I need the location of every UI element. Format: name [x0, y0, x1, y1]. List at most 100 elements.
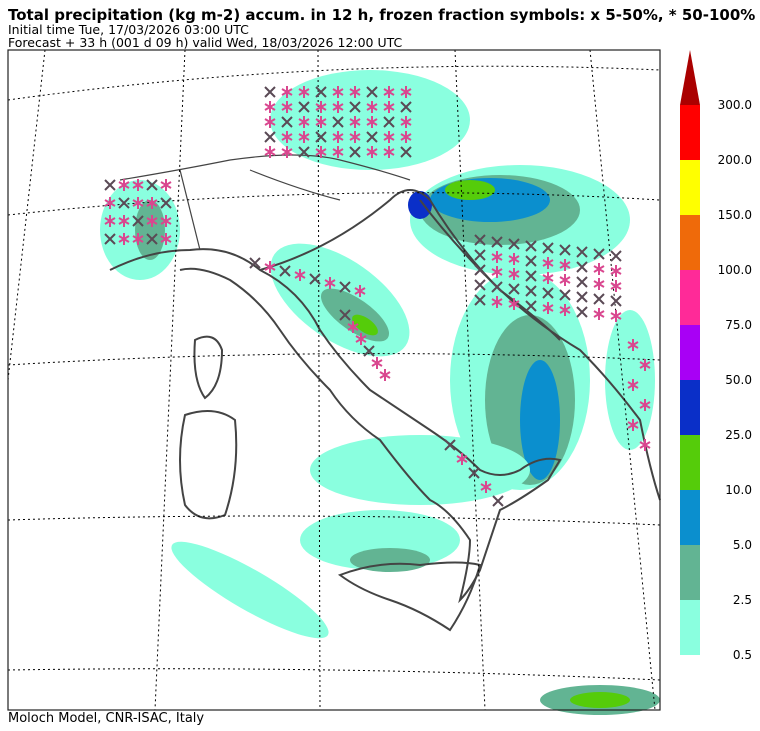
frozen-star [281, 86, 293, 98]
frozen-star [610, 310, 622, 322]
colorbar-label: 100.0 [718, 263, 752, 277]
frozen-x [576, 306, 588, 318]
frozen-x [444, 439, 456, 451]
frozen-star [491, 296, 503, 308]
frozen-star [146, 197, 158, 209]
frozen-star [281, 131, 293, 143]
colorbar-segment [680, 435, 700, 490]
frozen-star [400, 116, 412, 128]
frozen-star [354, 285, 366, 297]
frozen-x [146, 233, 158, 245]
frozen-x [525, 255, 537, 267]
colorbar-label: 200.0 [718, 153, 752, 167]
frozen-star [298, 116, 310, 128]
frozen-star [383, 86, 395, 98]
frozen-x [366, 86, 378, 98]
colorbar-label: 10.0 [725, 483, 752, 497]
frozen-star [332, 101, 344, 113]
frozen-x [576, 246, 588, 258]
frozen-star [542, 257, 554, 269]
frozen-star [281, 146, 293, 158]
forecast-time: Forecast + 33 h (001 d 09 h) valid Wed, … [8, 35, 403, 50]
frozen-x [576, 261, 588, 273]
colorbar-label: 2.5 [733, 593, 752, 607]
frozen-x [593, 248, 605, 260]
colorbar-label: 300.0 [718, 98, 752, 112]
frozen-star [383, 146, 395, 158]
colorbar-arrow [680, 50, 700, 105]
colorbar: 0.5 2.5 5.0 10.0 25.0 50.0 75.0 100.0 150.0 200.0… [680, 50, 752, 662]
footer: Moloch Model, CNR-ISAC, Italy [8, 711, 204, 726]
frozen-x [559, 244, 571, 256]
frozen-star [264, 116, 276, 128]
frozen-star [627, 339, 639, 351]
precipitation [100, 70, 660, 715]
frozen-x [474, 249, 486, 261]
colorbar-segment [680, 215, 700, 270]
frozen-star [160, 179, 172, 191]
frozen-x [160, 197, 172, 209]
frozen-star [593, 263, 605, 275]
frozen-x [400, 101, 412, 113]
frozen-star [480, 481, 492, 493]
frozen-star [146, 215, 158, 227]
frozen-star [610, 265, 622, 277]
colorbar-segment [680, 545, 700, 600]
frozen-x [104, 179, 116, 191]
frozen-x [474, 294, 486, 306]
frozen-x [508, 238, 520, 250]
colorbar-segment [680, 325, 700, 380]
frozen-x [559, 289, 571, 301]
graticule [7, 49, 661, 711]
frozen-star [542, 272, 554, 284]
colorbar-segment [680, 270, 700, 325]
map-frame [7, 49, 661, 711]
frozen-star [298, 86, 310, 98]
frozen-x [132, 215, 144, 227]
frozen-star [332, 146, 344, 158]
frozen-x [576, 291, 588, 303]
frozen-x [315, 86, 327, 98]
frozen-star [593, 278, 605, 290]
frozen-x [349, 101, 361, 113]
frozen-star [355, 333, 367, 345]
colorbar-label: 50.0 [725, 373, 752, 387]
frozen-star [639, 399, 651, 411]
frozen-star [347, 321, 359, 333]
frozen-star [610, 280, 622, 292]
frozen-star [118, 215, 130, 227]
frozen-star [349, 131, 361, 143]
frozen-star [508, 268, 520, 280]
frozen-star [132, 197, 144, 209]
colorbar-label: 75.0 [725, 318, 752, 332]
frozen-star [118, 233, 130, 245]
frozen-star [383, 131, 395, 143]
frozen-star [281, 101, 293, 113]
colorbar-segment [680, 160, 700, 215]
frozen-x [525, 270, 537, 282]
frozen-star [366, 116, 378, 128]
frozen-x [349, 146, 361, 158]
frozen-star [315, 101, 327, 113]
frozen-x [264, 131, 276, 143]
frozen-x [104, 233, 116, 245]
frozen-x [576, 276, 588, 288]
frozen-star [315, 146, 327, 158]
frozen-star [132, 179, 144, 191]
frozen-star [132, 233, 144, 245]
frozen-x [474, 234, 486, 246]
frozen-star [264, 101, 276, 113]
frozen-x [281, 116, 293, 128]
frozen-x [315, 131, 327, 143]
frozen-star [508, 298, 520, 310]
frozen-star [264, 146, 276, 158]
frozen-x [298, 101, 310, 113]
frozen-star [542, 302, 554, 314]
frozen-star [298, 131, 310, 143]
colorbar-label: 0.5 [733, 648, 752, 662]
frozen-star [593, 308, 605, 320]
frozen-x [400, 146, 412, 158]
initial-time: Initial time Tue, 17/03/2026 03:00 UTC [8, 22, 249, 37]
frozen-star [324, 277, 336, 289]
